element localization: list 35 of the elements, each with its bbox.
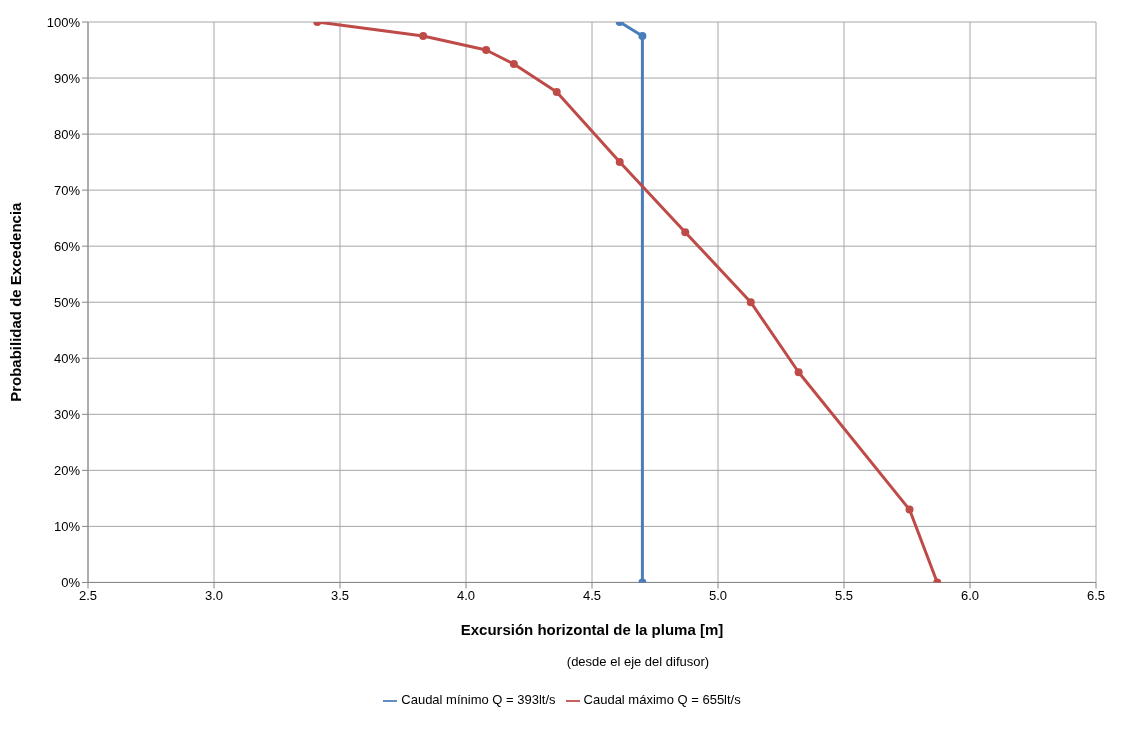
x-tick-label: 4.5 <box>582 587 602 603</box>
y-tick-label: 40% <box>53 350 81 366</box>
point <box>746 298 755 307</box>
y-tick-label: 80% <box>53 126 81 142</box>
y-axis-title: Probabilidad de Excedencia <box>7 201 25 402</box>
x-axis-title: Excursión horizontal de la pluma [m] <box>460 621 724 639</box>
point <box>794 368 803 377</box>
x-tick-label: 5.5 <box>834 587 854 603</box>
y-tick-label: 100% <box>46 14 81 30</box>
point <box>681 228 690 237</box>
x-tick-label: 3.0 <box>204 587 224 603</box>
point <box>509 60 518 69</box>
point <box>482 46 491 55</box>
point <box>638 32 647 41</box>
x-tick-label: 3.5 <box>330 587 350 603</box>
point <box>552 88 561 97</box>
x-tick-label: 6.5 <box>1086 587 1106 603</box>
y-tick-label: 0% <box>61 575 81 591</box>
point <box>419 32 428 41</box>
y-tick-label: 90% <box>53 70 81 86</box>
y-tick-label: 70% <box>53 182 81 198</box>
y-tick-label: 50% <box>53 294 81 310</box>
y-tick-label: 10% <box>53 519 81 535</box>
x-tick-label: 2.5 <box>78 587 98 603</box>
legend-label: Caudal máximo Q = 655lt/s <box>583 692 741 708</box>
y-tick-label: 30% <box>53 406 81 422</box>
x-tick-label: 4.0 <box>456 587 476 603</box>
legend-label: Caudal mínimo Q = 393lt/s <box>401 692 556 708</box>
y-tick-label: 60% <box>53 238 81 254</box>
x-tick-label: 6.0 <box>960 587 980 603</box>
point <box>905 505 914 514</box>
x-tick-label: 5.0 <box>708 587 728 603</box>
text: (desde el eje del difusor) <box>565 654 711 669</box>
point <box>615 158 624 167</box>
y-tick-label: 20% <box>53 462 81 478</box>
